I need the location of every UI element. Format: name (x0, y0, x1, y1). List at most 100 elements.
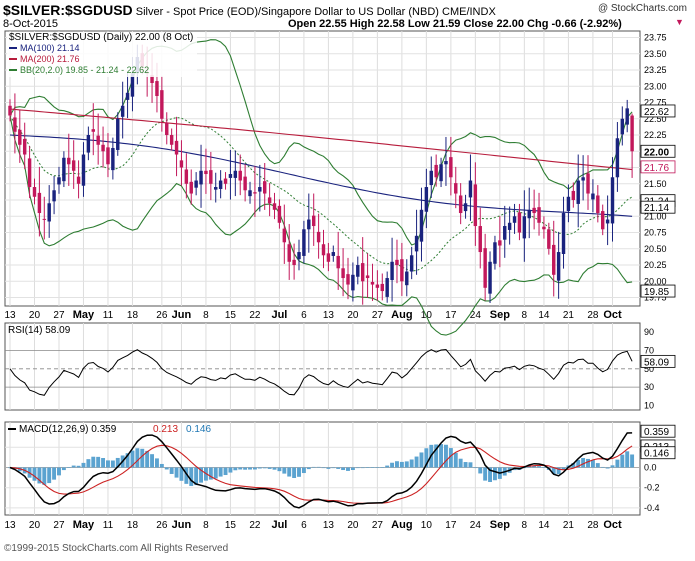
macd-histogram-bar (350, 467, 355, 471)
macd-histogram-bar (395, 461, 399, 468)
candle-body (27, 158, 32, 188)
candle-body (610, 177, 615, 224)
price-value-flag-box (640, 144, 676, 158)
stock-chart: 19.7520.0020.2520.5020.7521.0021.2521.50… (4, 30, 676, 531)
date-tick-label: Oct (603, 309, 622, 321)
macd-histogram-bar (101, 458, 106, 468)
candle-body (360, 263, 365, 282)
macd-histogram-bar (556, 467, 561, 475)
macd-histogram-bar (610, 465, 615, 468)
candle-body (189, 181, 193, 194)
candle-body (576, 180, 580, 204)
ma200-line (9, 108, 633, 171)
macd-histogram-bar (164, 467, 169, 470)
macd-histogram-bar (463, 462, 468, 468)
date-tick-label-bottom: 8 (522, 520, 528, 531)
date-tick-label: Jul (271, 309, 287, 321)
macd-histogram-bar (169, 467, 174, 474)
candle-body (414, 235, 419, 252)
macd-histogram-bar (390, 462, 395, 468)
candle-body (272, 203, 277, 210)
macd-histogram-bar (595, 463, 600, 468)
date-tick-label: Sep (490, 309, 510, 321)
candle-body (552, 244, 556, 275)
date-tick-label-bottom: 20 (347, 520, 359, 531)
copyright: ©1999-2015 StockCharts.com All Rights Re… (4, 543, 229, 554)
macd-histogram-bar (399, 461, 404, 468)
rsi-title: RSI(14) 58.09 (8, 325, 71, 336)
candle-body (214, 187, 218, 190)
macd-histogram-bar (272, 467, 277, 470)
price-tick-label: 22.50 (644, 114, 667, 124)
candle-body (478, 226, 482, 253)
macd-histogram-bar (581, 457, 586, 468)
macd-histogram-bar (208, 467, 213, 480)
candle-body (22, 138, 27, 155)
macd-histogram-bar (277, 467, 282, 472)
price-value-flag: 21.14 (644, 203, 669, 214)
candle-body (561, 213, 566, 254)
date-tick-label: 26 (156, 310, 168, 321)
candle-body (507, 222, 512, 230)
macd-histogram-bar (409, 459, 414, 468)
macd-histogram-bar (194, 467, 199, 486)
macd-histogram-bar (360, 467, 365, 469)
macd-histogram-bar (223, 467, 228, 476)
candle-body (174, 140, 179, 155)
candle-body (517, 212, 522, 233)
candle-body (512, 216, 517, 223)
candle-body (405, 271, 409, 286)
candle-body (125, 92, 130, 100)
date-tick-label-bottom: 8 (203, 520, 209, 531)
macd-histogram-bar (537, 466, 541, 468)
macd-value-flag-box (640, 424, 676, 438)
macd-histogram-bar (57, 467, 61, 476)
candle-body (267, 197, 272, 204)
date-tick-label: 6 (301, 310, 307, 321)
date-tick-label: 24 (470, 310, 482, 321)
macd-histogram-bar (600, 466, 605, 468)
description-label: Silver - Spot Price (EOD)/Singapore Doll… (135, 6, 439, 18)
candle-body (566, 196, 571, 212)
candle-body (370, 281, 375, 285)
macd-histogram-bar (135, 448, 140, 468)
candle-body (620, 118, 625, 135)
candle-body (586, 173, 590, 194)
candle-body (71, 160, 76, 171)
symbol-label: $SILVER:$SGDUSD (3, 2, 133, 18)
date-tick-label: 27 (53, 310, 65, 321)
rsi-tick-label: 30 (644, 382, 654, 392)
macd-histogram-bar (404, 461, 409, 468)
date-tick-label-bottom: May (73, 519, 95, 531)
macd-histogram-bar (468, 462, 473, 468)
date-tick-label: 22 (249, 310, 261, 321)
date-tick-label-bottom: Jul (271, 519, 287, 531)
candle-body (630, 115, 634, 152)
price-tick-label: 22.25 (644, 130, 667, 140)
candle-body (463, 203, 468, 212)
candle-body (199, 170, 203, 185)
macd-histogram-bar (213, 467, 218, 479)
candle-body (282, 228, 287, 243)
macd-histogram-bar (47, 467, 52, 484)
macd-line (9, 432, 633, 509)
price-tick-label: 23.75 (644, 33, 667, 43)
candle-body (380, 283, 384, 292)
bollinger-upper-line (9, 39, 633, 246)
macd-histogram-bar (189, 467, 194, 486)
candle-body (409, 255, 414, 272)
date-tick-label: 8 (203, 310, 209, 321)
macd-histogram-bar (130, 450, 135, 468)
price-tick-label: 23.50 (644, 49, 667, 59)
macd-histogram-bar (625, 451, 630, 468)
macd-histogram-bar (287, 467, 292, 477)
candle-body (454, 183, 458, 194)
price-value-flag: 19.85 (644, 287, 669, 298)
candle-body (18, 129, 22, 145)
date-tick-label: 13 (4, 310, 16, 321)
candle-body (263, 181, 267, 194)
macd-histogram-bar (184, 467, 189, 484)
candle-body (547, 229, 551, 249)
chevron-down-icon[interactable]: ▼ (675, 17, 684, 27)
candle-body (111, 148, 115, 171)
